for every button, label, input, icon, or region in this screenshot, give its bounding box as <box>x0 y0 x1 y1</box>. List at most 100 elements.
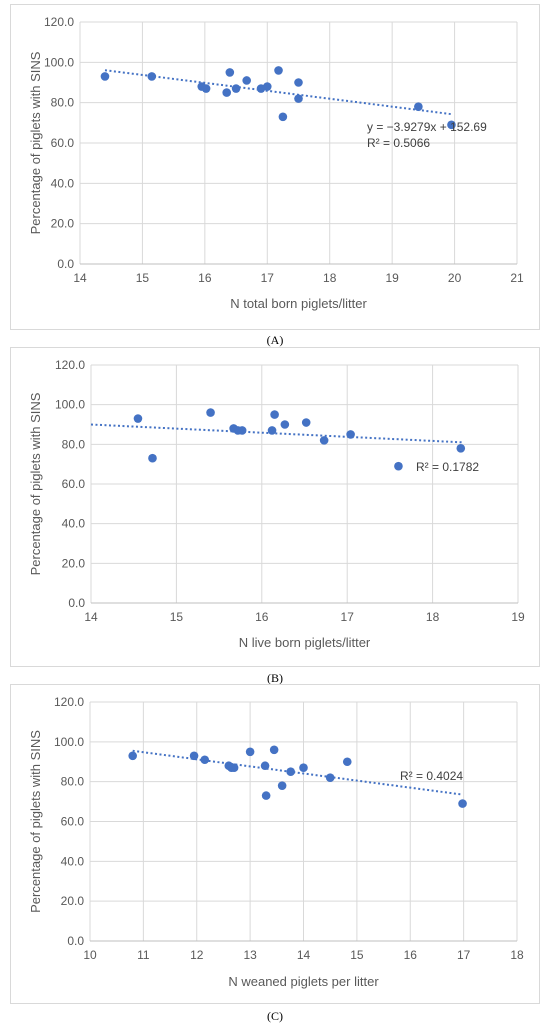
chart-a-y-tick-label: 0.0 <box>57 257 74 271</box>
chart-a-point <box>414 102 423 111</box>
chart-a-frame <box>10 4 540 330</box>
chart-c-x-tick-label: 14 <box>297 948 311 962</box>
chart-b-point <box>319 436 329 445</box>
chart-b-y-tick-label: 20.0 <box>62 556 86 570</box>
chart-b-x-tick-label: 14 <box>84 610 98 624</box>
chart-b-point <box>133 414 143 423</box>
chart-a-x-tick-label: 19 <box>385 271 399 285</box>
chart-c-annotation: R² = 0.4024 <box>400 769 463 783</box>
chart-c-x-tick-label: 17 <box>457 948 471 962</box>
chart-a-y-tick-label: 40.0 <box>51 176 75 190</box>
chart-a-point <box>262 82 272 91</box>
chart-a-point <box>274 66 283 75</box>
chart-b-point <box>394 461 403 471</box>
chart-a-point <box>278 112 288 122</box>
chart-b-point <box>237 426 247 435</box>
chart-b-point <box>267 426 277 435</box>
chart-c-x-tick-label: 16 <box>404 948 418 962</box>
chart-c-y-tick-label: 40.0 <box>61 854 85 868</box>
chart-c-point <box>200 755 210 765</box>
chart-c-y-tick-label: 60.0 <box>61 815 85 829</box>
chart-b-x-axis-title: N live born piglets/litter <box>239 635 371 650</box>
chart-b-frame <box>10 347 540 667</box>
chart-b-point <box>148 453 157 463</box>
chart-a-annotation: y = −3.9279x + 152.69 <box>367 120 487 134</box>
panel-label-c: (C) <box>267 1009 283 1023</box>
chart-b-y-tick-label: 0.0 <box>68 596 85 610</box>
chart-c-point <box>299 763 308 773</box>
chart-a-point <box>225 68 235 77</box>
chart-b: 14 15 16 17 18 19 0.0 20.0 40.0 60.0 80.0 100.0 120.… <box>28 358 525 650</box>
chart-b-x-tick-label: 17 <box>341 610 355 624</box>
chart-b-y-tick-label: 40.0 <box>62 517 86 531</box>
chart-b-point <box>456 444 466 453</box>
chart-c-x-tick-label: 10 <box>83 948 97 962</box>
chart-c-point <box>342 757 352 767</box>
chart-b-point <box>280 420 290 429</box>
chart-c-y-axis-title: Percentage of piglets with SINS <box>28 730 43 913</box>
chart-b-point <box>270 410 279 419</box>
chart-a-point <box>294 94 303 103</box>
chart-a: 14 15 16 17 18 19 20 21 0.0 20.0 40.0 60.0 80.0 100.0… <box>28 15 524 311</box>
panel-label-a: (A) <box>266 333 284 347</box>
chart-c-x-tick-label: 15 <box>350 948 364 962</box>
chart-a-y-tick-label: 20.0 <box>51 217 75 231</box>
chart-a-point <box>294 78 303 87</box>
chart-a-x-axis-title: N total born piglets/litter <box>230 296 367 311</box>
chart-a-point <box>222 88 232 97</box>
chart-c-point <box>229 763 239 773</box>
chart-c-y-tick-label: 20.0 <box>61 894 85 908</box>
chart-b-x-tick-label: 18 <box>426 610 440 624</box>
chart-a-point <box>201 84 211 93</box>
chart-a-point <box>147 72 157 81</box>
chart-a-y-tick-label: 80.0 <box>51 96 75 110</box>
chart-a-x-tick-label: 18 <box>323 271 337 285</box>
chart-c: 10 11 12 13 14 15 16 17 18 0.0 20.0 40.0 60.0 80.0 100… <box>28 695 524 989</box>
chart-a-y-tick-label: 100.0 <box>44 55 74 69</box>
chart-c-point <box>245 747 255 757</box>
chart-c-y-tick-label: 120.0 <box>54 695 84 709</box>
chart-b-x-tick-label: 16 <box>255 610 269 624</box>
chart-b-x-tick-label: 15 <box>170 610 184 624</box>
chart-c-point <box>269 745 279 755</box>
chart-c-x-tick-label: 12 <box>190 948 204 962</box>
chart-c-point <box>261 791 271 800</box>
chart-c-point <box>325 773 335 782</box>
chart-c-y-tick-label: 80.0 <box>61 775 85 789</box>
chart-c-point <box>458 799 467 808</box>
chart-c-point <box>128 751 137 761</box>
chart-c-trendline <box>132 749 463 796</box>
chart-b-x-tick-label: 19 <box>511 610 525 624</box>
chart-b-point <box>301 418 311 427</box>
chart-a-x-tick-label: 20 <box>448 271 462 285</box>
chart-a-x-tick-label: 17 <box>261 271 275 285</box>
chart-a-y-tick-label: 60.0 <box>51 136 75 150</box>
chart-c-x-tick-label: 18 <box>510 948 524 962</box>
chart-a-point <box>447 120 456 130</box>
chart-c-point <box>260 761 270 771</box>
panel-label-b: (B) <box>267 671 283 685</box>
chart-a-y-axis-title: Percentage of piglets with SINS <box>28 51 43 234</box>
chart-c-point <box>189 751 199 761</box>
chart-c-x-tick-label: 13 <box>243 948 257 962</box>
chart-a-x-tick-label: 14 <box>73 271 87 285</box>
chart-b-y-tick-label: 120.0 <box>55 358 85 372</box>
chart-c-y-tick-label: 100.0 <box>54 735 84 749</box>
chart-a-trendline <box>104 69 452 116</box>
chart-c-x-axis-title: N weaned piglets per litter <box>228 974 379 989</box>
chart-b-point <box>346 430 355 439</box>
chart-c-x-tick-label: 11 <box>137 948 150 962</box>
chart-b-y-tick-label: 80.0 <box>62 437 86 451</box>
chart-b-y-tick-label: 100.0 <box>55 398 85 412</box>
chart-a-y-tick-label: 120.0 <box>44 15 74 29</box>
chart-a-x-tick-label: 21 <box>510 271 524 285</box>
chart-a-point <box>231 84 241 93</box>
chart-b-annotation: R² = 0.1782 <box>416 460 479 474</box>
chart-c-point <box>286 767 295 777</box>
chart-a-x-tick-label: 16 <box>198 271 212 285</box>
chart-a-point <box>100 72 110 81</box>
chart-a-point <box>242 76 251 85</box>
chart-c-frame <box>10 684 540 1004</box>
chart-c-point <box>277 781 287 790</box>
chart-b-point <box>206 408 215 417</box>
